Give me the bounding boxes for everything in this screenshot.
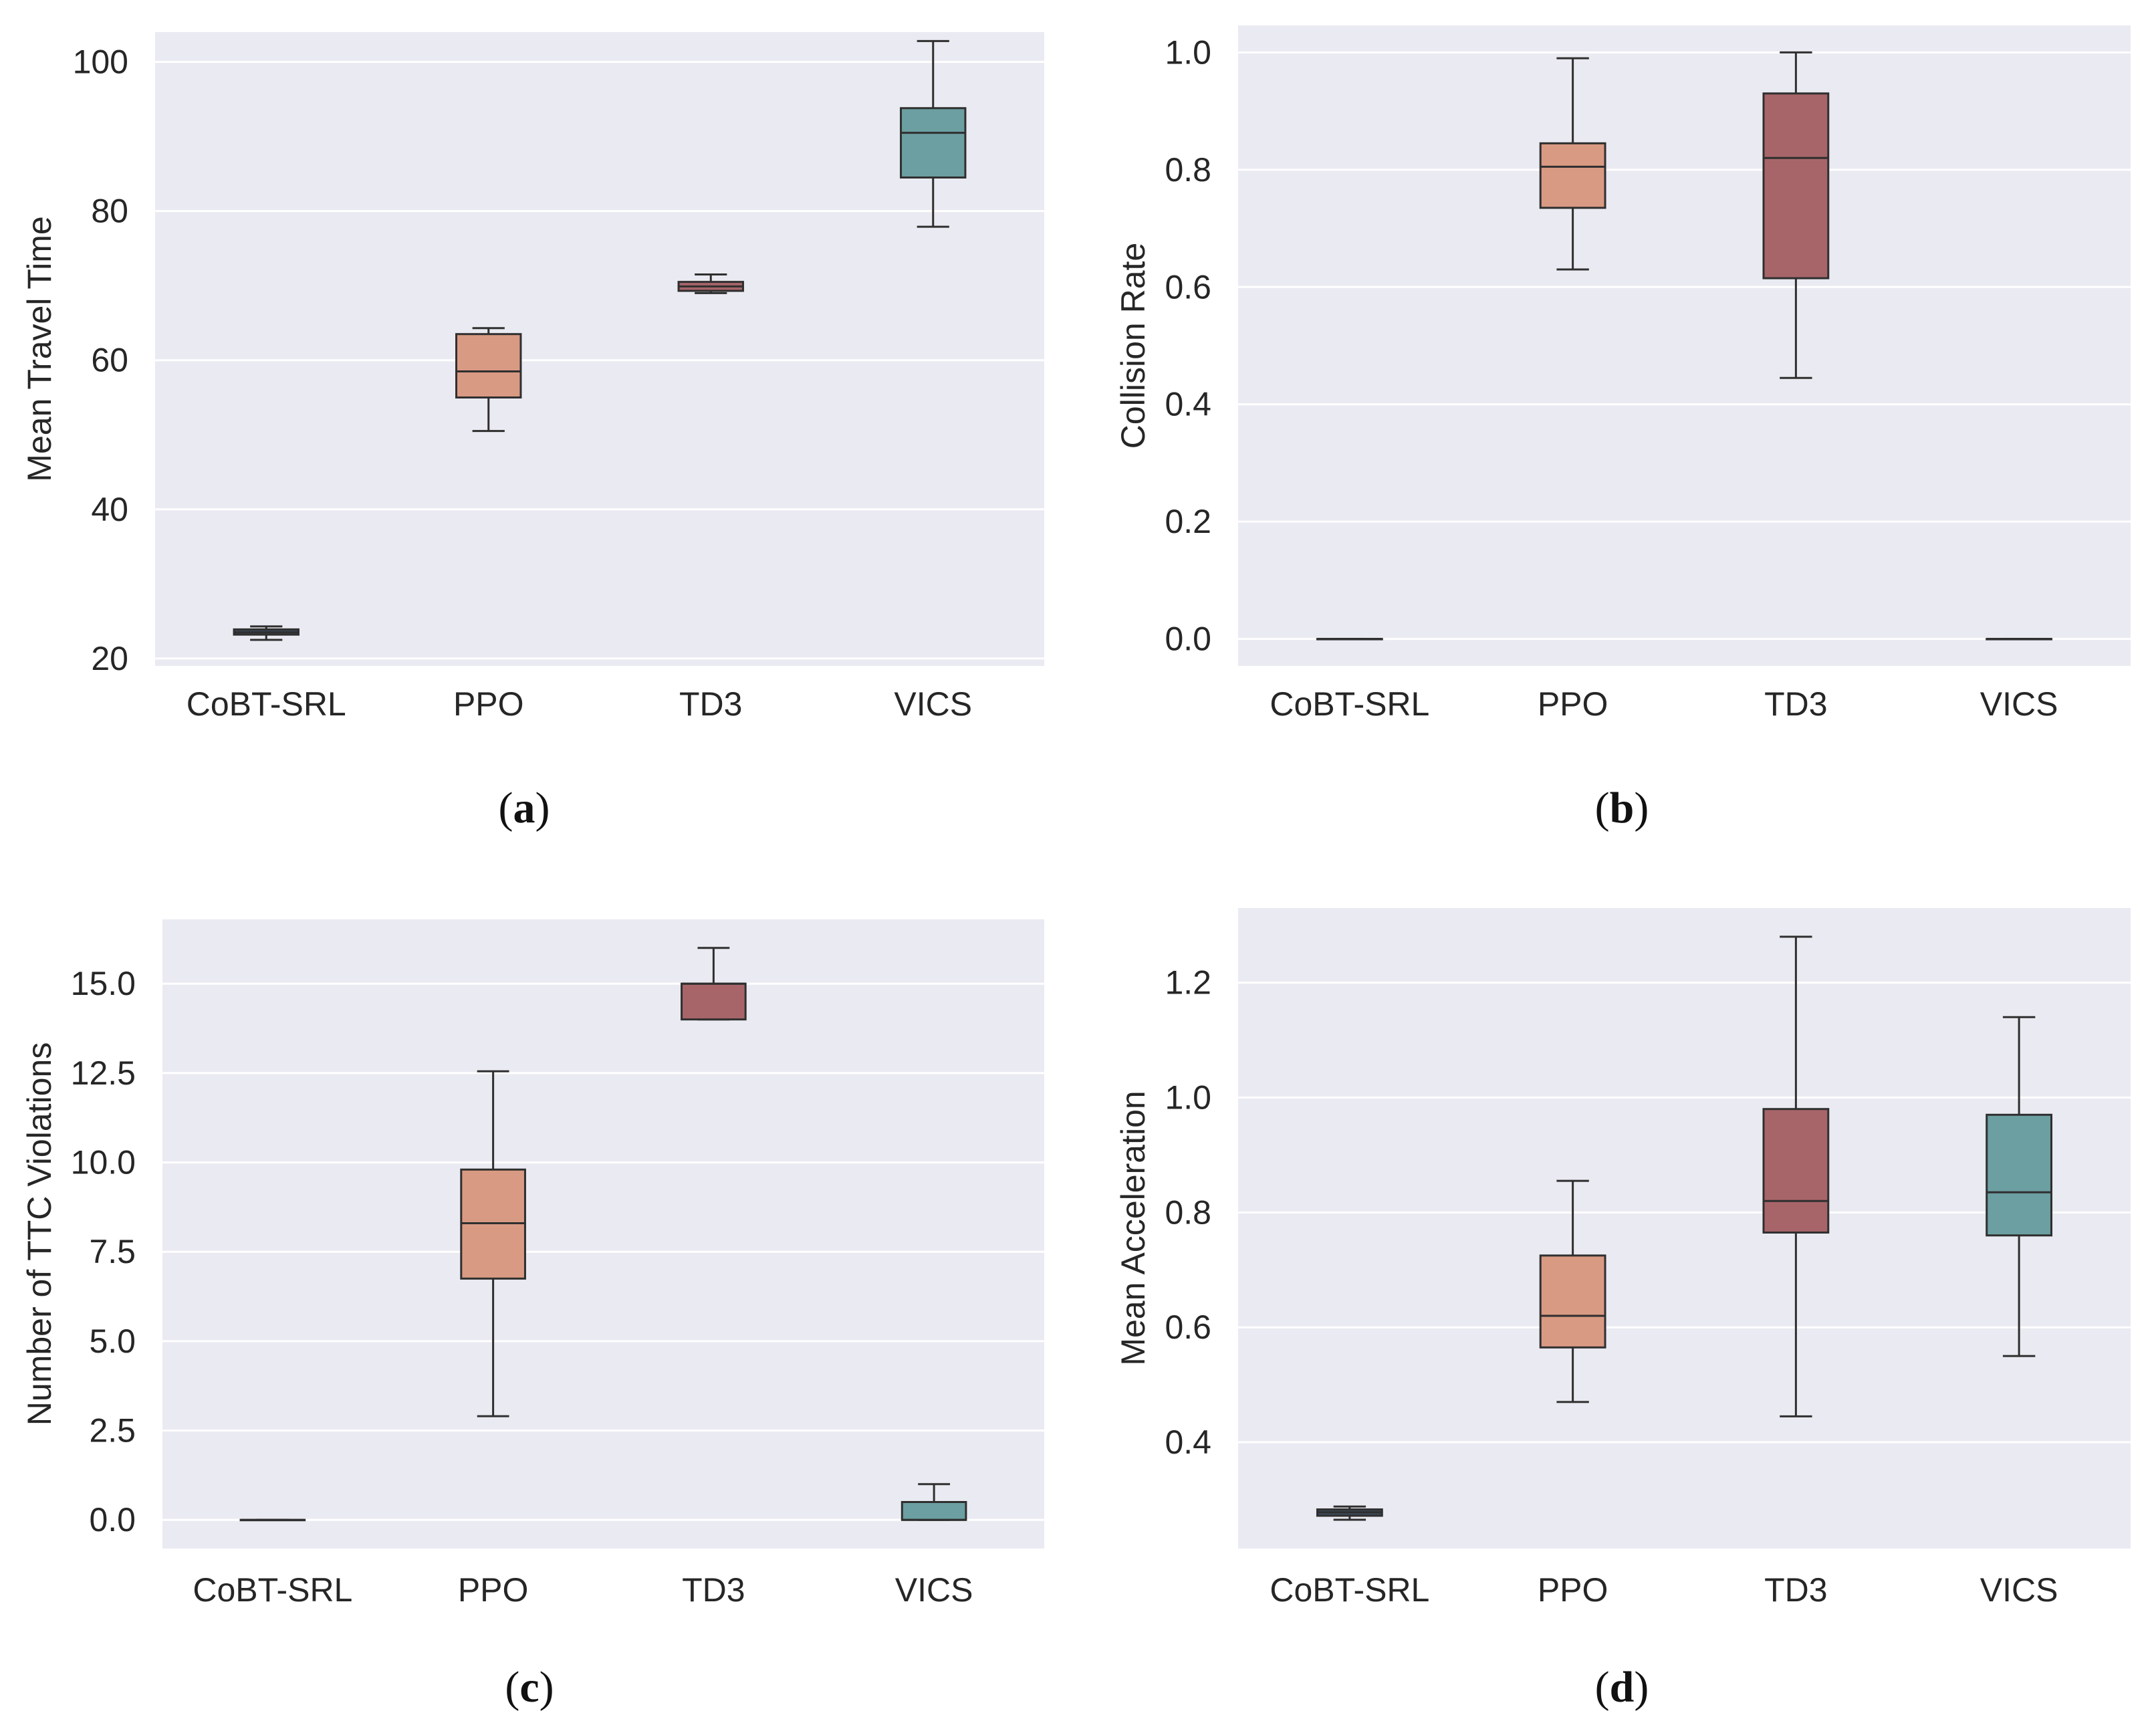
panel-caption: (a) [499,784,550,832]
x-tick-label: VICS [1980,685,2058,723]
y-tick-label: 7.5 [89,1233,136,1270]
box-body [1539,1254,1606,1349]
y-axis-label: Mean Acceleration [1114,1090,1152,1365]
y-axis-label: Collision Rate [1114,243,1152,449]
panel-b: 0.0 0.2 0.4 0.6 0.8 1.0 Collision Rate CoBT-SRL… [1114,25,2131,832]
box-TD3 [677,273,744,294]
x-tick-label: PPO [458,1571,529,1609]
y-tick-label: 0.0 [1165,620,1211,658]
box-body [900,107,967,179]
y-tick-label: 5.0 [89,1323,136,1360]
x-tick-label: CoBT-SRL [1270,685,1429,723]
y-tick-label: 0.8 [1165,151,1211,189]
box-PPO [455,327,522,433]
panel-caption: (b) [1595,784,1649,832]
y-tick-label: 1.0 [1165,1079,1211,1117]
x-tick-label: PPO [1538,1571,1608,1609]
box-body [455,333,522,398]
y-tick-label: 15.0 [71,965,136,1002]
y-tick-label: 80 [91,193,128,230]
box-TD3 [1762,51,1830,379]
box-body [1762,92,1830,279]
plot-area [162,919,1044,1548]
box-VICS [1986,1016,2053,1357]
x-tick-label: PPO [453,685,524,723]
box-VICS [1986,638,2053,641]
x-tick-label: TD3 [682,1571,745,1609]
x-tick-label: PPO [1538,685,1608,723]
y-tick-label: 100 [73,43,128,81]
box-CoBT-SRL [1316,1505,1383,1521]
x-tick-label: TD3 [679,685,742,723]
y-tick-label: 0.2 [1165,503,1211,540]
y-tick-label: 1.2 [1165,964,1211,1002]
box-body [1986,1113,2053,1237]
y-tick-label: 20 [91,640,128,677]
x-tick-label: VICS [895,1571,973,1609]
x-tick-label: TD3 [1764,685,1827,723]
box-CoBT-SRL [1316,638,1383,641]
y-tick-label: 12.5 [71,1054,136,1092]
y-tick-label: 10.0 [71,1144,136,1181]
box-TD3 [681,947,747,1021]
plot-area [1238,25,2131,666]
x-tick-label: VICS [894,685,972,723]
y-axis-label: Mean Travel Time [21,216,58,481]
y-axis-label: Number of TTC Violations [21,1042,58,1425]
y-tick-label: 0.6 [1165,268,1211,306]
box-PPO [460,1070,526,1417]
box-body [901,1500,967,1521]
y-tick-label: 0.4 [1165,386,1211,423]
y-tick-label: 0.6 [1165,1308,1211,1346]
box-VICS [900,39,967,228]
box-PPO [1539,57,1606,271]
y-tick-label: 1.0 [1165,33,1211,71]
x-tick-label: VICS [1980,1571,2058,1609]
panel-d: 0.4 0.6 0.8 1.0 1.2 Mean Acceleration CoBT-SRL… [1114,908,2131,1712]
y-tick-label: 40 [91,491,128,528]
panel-caption: (d) [1595,1663,1649,1712]
y-tick-label: 60 [91,342,128,379]
y-tick-label: 0.8 [1165,1193,1211,1231]
panel-c: 0.0 2.5 5.0 7.5 10.0 12.5 15.0 Number of TTC Vi… [21,919,1044,1712]
box-body [1539,142,1606,209]
y-tick-label: 0.4 [1165,1423,1211,1461]
box-TD3 [1762,935,1830,1417]
box-body [681,982,747,1021]
panel-a: 20 40 60 80 100 Mean Travel Time CoBT-SRL PPO TD… [21,32,1044,832]
x-tick-label: TD3 [1764,1571,1827,1609]
y-tick-label: 0.0 [89,1501,136,1538]
panel-caption: (c) [505,1663,554,1712]
box-body [1762,1108,1830,1234]
x-tick-label: CoBT-SRL [1270,1571,1429,1609]
x-tick-label: CoBT-SRL [187,685,346,723]
plot-area [155,32,1044,666]
y-tick-label: 2.5 [89,1412,136,1450]
box-PPO [1539,1179,1606,1403]
x-tick-label: CoBT-SRL [193,1571,352,1609]
box-VICS [901,1483,967,1521]
box-CoBT-SRL [233,625,300,641]
